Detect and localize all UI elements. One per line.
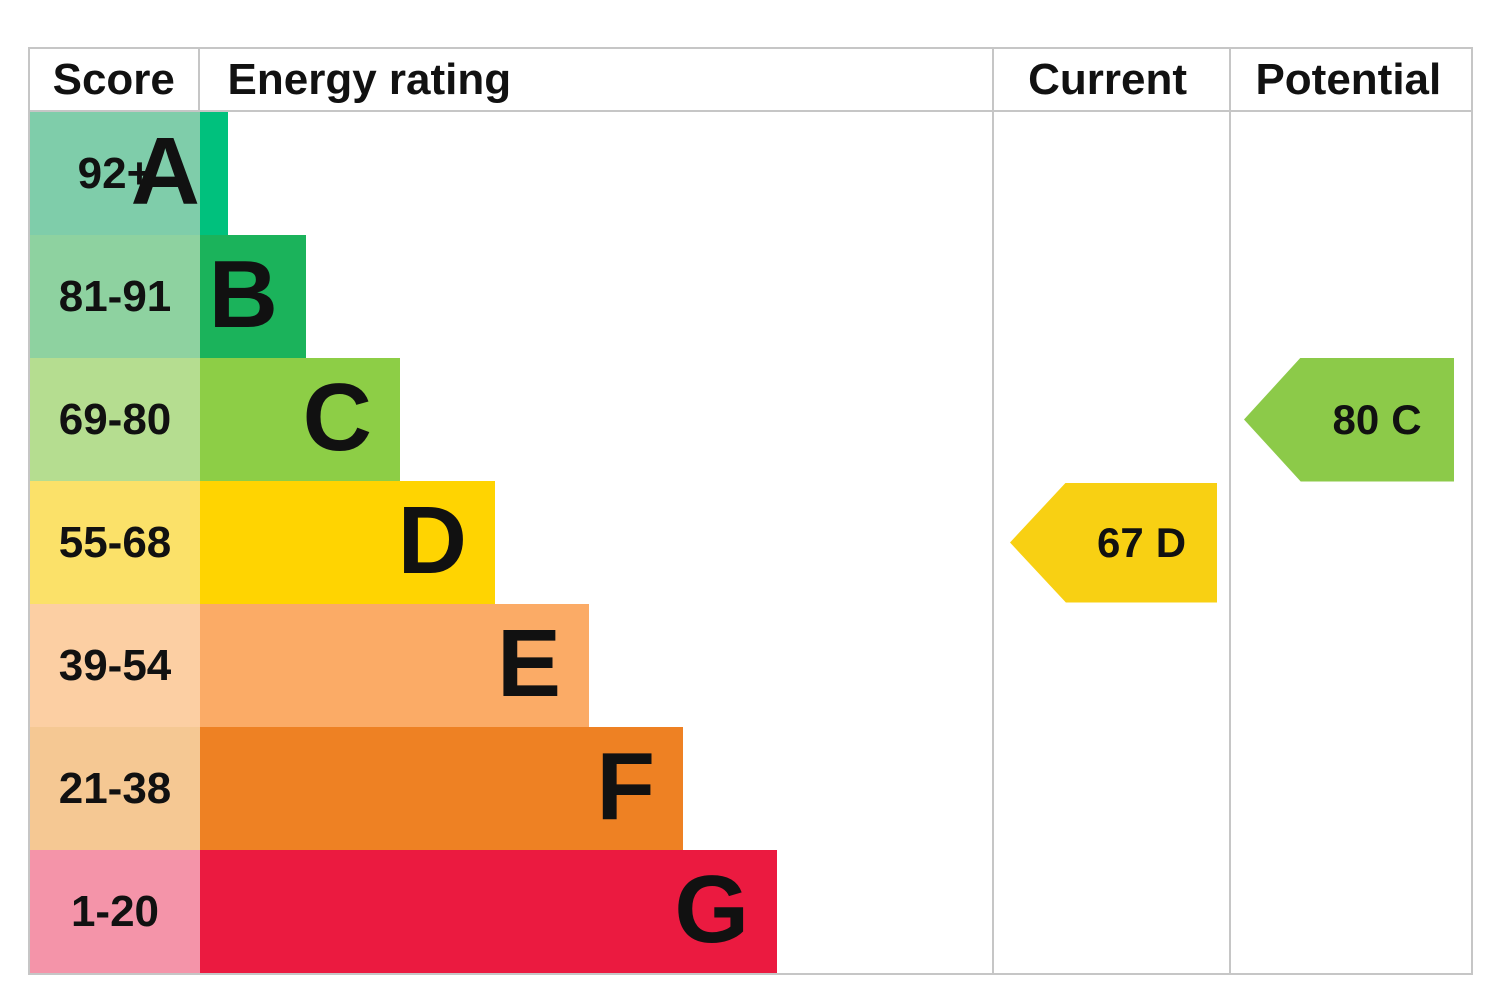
rating-letter: B [208,240,278,348]
epc-band-row: 81-91 B [30,235,992,358]
epc-band-row: 21-38 F [30,727,992,850]
bar-area: G [200,850,992,973]
rating-bar: C [200,358,400,481]
divider-energy-current [992,49,994,973]
rating-letter: D [397,486,467,594]
current-rating-value: 67 [1096,518,1144,566]
divider-current-potential [1229,49,1231,973]
score-range-label: 55-68 [30,481,200,604]
score-range-label: 21-38 [30,727,200,850]
bar-area: A [131,112,992,235]
rating-bar: D [200,481,495,604]
rating-bar: B [200,235,306,358]
rating-bar: F [200,727,683,850]
column-header-potential: Potential [1255,55,1442,104]
score-range-label: 39-54 [30,604,200,727]
column-header-score: Score [30,49,200,110]
potential-rating-arrow: 80 C [1244,357,1454,482]
bar-area: E [200,604,992,727]
rating-bar: G [200,850,777,973]
rating-letter: G [674,855,749,963]
score-range-label: 81-91 [30,235,200,358]
potential-rating-label: 80 C [1276,396,1421,444]
bar-area: D [200,481,992,604]
epc-band-row: 92+ A [30,112,992,235]
band-rows-container: 92+ A 81-91 B 69-80 C 55-68 D [30,112,992,973]
rating-letter: E [496,609,561,717]
score-range-label: 69-80 [30,358,200,481]
epc-band-row: 39-54 E [30,604,992,727]
potential-rating-band: C [1391,395,1422,443]
bar-area: F [200,727,992,850]
column-header-current: Current [1028,55,1187,104]
rating-letter: F [596,732,655,840]
bar-area: C [200,358,992,481]
epc-band-row: 1-20 G [30,850,992,973]
epc-band-row: 55-68 D [30,481,992,604]
table-header-row: Score Energy rating Current Potential [30,49,1471,112]
current-rating-arrow: 67 D [1010,482,1217,603]
epc-table: Score Energy rating Current Potential 92… [28,47,1473,975]
rating-bar: A [131,112,228,235]
current-rating-label: 67 D [1041,519,1186,567]
rating-letter: C [302,363,372,471]
current-rating-band: D [1155,518,1187,566]
potential-rating-value: 80 [1332,395,1380,443]
bar-area: B [200,235,992,358]
column-header-energy-rating: Energy rating [227,55,512,104]
rating-letter: A [130,117,200,225]
rating-bar: E [200,604,589,727]
score-range-label: 92+ [30,112,200,235]
epc-band-row: 69-80 C [30,358,992,481]
score-range-label: 1-20 [30,850,200,973]
